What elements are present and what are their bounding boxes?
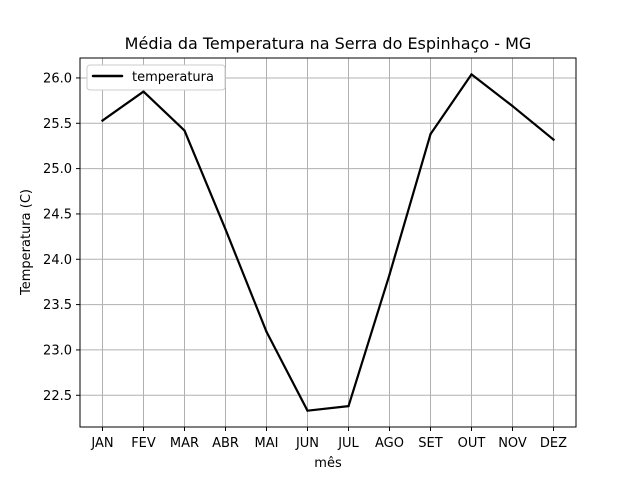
data-point-set — [429, 133, 432, 136]
grid-layer — [80, 58, 576, 427]
y-tick-label-26-0: 26.0 — [43, 71, 72, 86]
x-tick-label-fev: FEV — [131, 436, 156, 451]
y-tick-label-23-5: 23.5 — [43, 298, 72, 313]
legend: temperatura — [86, 64, 226, 91]
data-point-ago — [388, 273, 391, 276]
chart-title: Média da Temperatura na Serra do Espinha… — [125, 34, 532, 53]
data-point-mai — [265, 330, 268, 333]
x-tick-label-jan: JAN — [90, 436, 113, 451]
plot-frame — [79, 57, 577, 428]
x-axis-label: mês — [314, 456, 342, 471]
y-axis-label: Temperatura (C) — [19, 189, 34, 296]
y-axis-ticks: 22.5 23.0 23.5 24.0 24.5 25.0 25.5 26.0 — [43, 71, 80, 404]
data-point-jul — [347, 405, 350, 408]
data-point-abr — [224, 228, 227, 231]
x-tick-label-set: SET — [418, 436, 442, 451]
data-point-out — [470, 73, 473, 76]
x-tick-label-ago: AGO — [375, 436, 404, 451]
y-tick-label-25-5: 25.5 — [43, 117, 72, 132]
data-point-fev — [142, 90, 145, 93]
y-tick-label-24-0: 24.0 — [43, 253, 72, 268]
y-tick-label-22-5: 22.5 — [43, 389, 72, 404]
x-tick-label-nov: NOV — [498, 436, 527, 451]
data-point-jan — [101, 119, 104, 122]
series-line-0 — [100, 73, 556, 412]
x-tick-label-jun: JUN — [295, 436, 319, 451]
data-point-dez — [552, 138, 555, 141]
series-layer — [100, 73, 556, 412]
data-point-nov — [511, 104, 514, 108]
x-tick-label-mar: MAR — [170, 436, 199, 451]
x-tick-label-jul: JUL — [337, 436, 359, 451]
x-tick-label-out: OUT — [458, 436, 486, 451]
x-axis-ticks: JAN FEV MAR ABR MAI JUN JUL AGO SET OUT NOV DEZ — [90, 427, 567, 451]
x-tick-label-mai: MAI — [255, 436, 279, 451]
legend-box — [86, 64, 226, 91]
data-point-jun — [306, 409, 309, 412]
y-tick-label-23-0: 23.0 — [43, 343, 72, 358]
legend-label-temperatura: temperatura — [132, 70, 214, 85]
y-tick-label-24-5: 24.5 — [43, 207, 72, 222]
x-tick-label-dez: DEZ — [540, 436, 567, 451]
x-tick-label-abr: ABR — [212, 436, 239, 451]
y-tick-label-25-0: 25.0 — [43, 162, 72, 177]
data-point-mar — [183, 129, 186, 132]
